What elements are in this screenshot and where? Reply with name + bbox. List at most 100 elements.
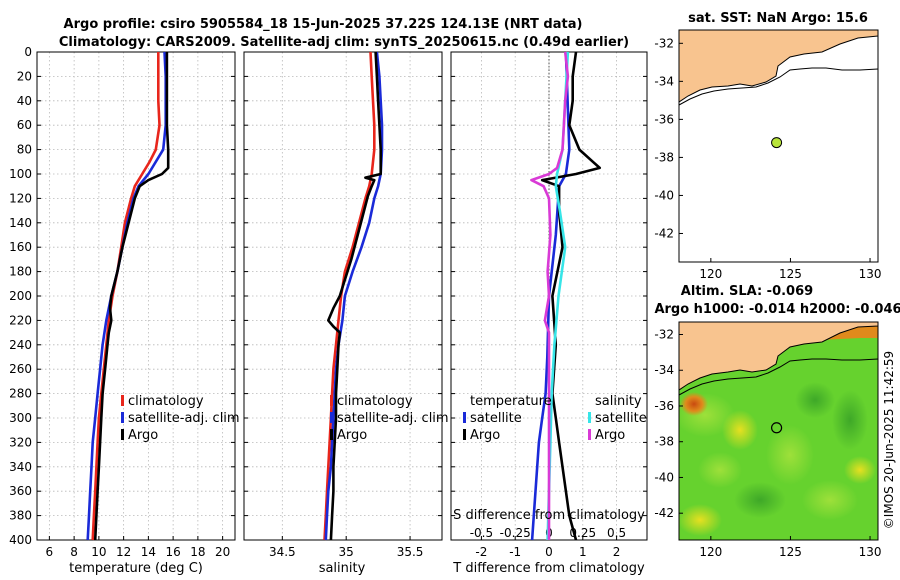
legend-swatch-temperature-satellite xyxy=(463,412,466,423)
y-tick-label: 80 xyxy=(17,143,32,157)
contour-line xyxy=(679,358,878,396)
legend-label-satellite: satellite-adj. clim xyxy=(337,411,449,426)
y-tick-label: 180 xyxy=(9,265,32,279)
series-line-temperature-satellite xyxy=(530,51,571,541)
sla-map-title-line2: Argo h1000: -0.014 h2000: -0.046 xyxy=(654,302,900,317)
map-x-tick-label: 120 xyxy=(699,267,722,281)
legend-swatch-argo xyxy=(330,429,333,440)
y-tick-label: 220 xyxy=(9,313,32,327)
y-tick-label: 300 xyxy=(9,411,32,425)
sla-field xyxy=(679,322,878,540)
map-y-tick-label: -38 xyxy=(654,150,674,164)
legend-label-satellite: satellite-adj. clim xyxy=(128,411,240,426)
x-tick-label: 20 xyxy=(215,545,230,559)
difference-legend: temperature satellite Argo salinity sate… xyxy=(463,394,647,443)
x-tick-label: 16 xyxy=(165,545,180,559)
map-y-tick-label: -36 xyxy=(654,399,674,413)
y-tick-label: 380 xyxy=(9,509,32,523)
salinity-panel: 34.5 35 35.5 salinity climatology satellit… xyxy=(243,51,449,576)
map-y-tick-label: -40 xyxy=(654,188,674,202)
land-mass xyxy=(679,30,878,103)
y-tick-label: 100 xyxy=(9,167,32,181)
legend-swatch-temperature-argo xyxy=(463,429,466,440)
map-x-tick-label: 130 xyxy=(859,267,882,281)
y-tick-label: 160 xyxy=(9,240,32,254)
y-tick-label: 280 xyxy=(9,387,32,401)
legend-label-salinity-argo: Argo xyxy=(595,428,625,443)
x-tick-label: -1 xyxy=(509,545,521,559)
map-x-tick-label: 125 xyxy=(779,267,802,281)
sst-map-title: sat. SST: NaN Argo: 15.6 xyxy=(688,11,868,26)
map-y-tick-label: -42 xyxy=(654,506,674,520)
map-y-tick-label: -34 xyxy=(654,74,674,88)
legend-label-argo: Argo xyxy=(128,428,158,443)
sla-map: Altim. SLA: -0.069 Argo h1000: -0.014 h2… xyxy=(654,284,900,559)
legend-label-argo: Argo xyxy=(337,428,367,443)
x-tick-label: 2 xyxy=(613,545,621,559)
x-top-tick-label: -0.25 xyxy=(500,526,531,540)
x-tick-label: 35 xyxy=(339,545,354,559)
y-tick-label: 240 xyxy=(9,338,32,352)
temperature-panel: 0 20 40 60 80 100 120 140 160 180 200 220 240 260 280 3… xyxy=(9,45,240,576)
salinity-legend: climatology satellite-adj. clim Argo xyxy=(330,394,449,443)
map-y-tick-label: -34 xyxy=(654,363,674,377)
legend-title-temperature: temperature xyxy=(470,394,552,409)
difference-panel: -2 -1 0 1 2-0.5 -0.25 0 0.25 0.5 T difference fr… xyxy=(450,51,648,576)
map-x-tick-label: 130 xyxy=(859,545,882,559)
salinity-xlabel: salinity xyxy=(319,561,366,576)
map-x-tick-label: 120 xyxy=(699,545,722,559)
x-tick-label: 1 xyxy=(579,545,587,559)
land-mass xyxy=(679,322,878,391)
legend-swatch-argo xyxy=(121,429,124,440)
figure-title-line1: Argo profile: csiro 5905584_18 15-Jun-20… xyxy=(64,17,583,32)
difference-xlabel-top: S difference from climatology xyxy=(453,508,645,523)
map-y-tick-label: -32 xyxy=(654,36,674,50)
y-tick-label: 20 xyxy=(17,69,32,83)
map-y-tick-label: -42 xyxy=(654,226,674,240)
sla-map-frame xyxy=(678,321,879,541)
y-tick-label: 140 xyxy=(9,216,32,230)
argo-location-marker xyxy=(771,137,783,149)
legend-label-temperature-argo: Argo xyxy=(470,428,500,443)
sla-map-title-line1: Altim. SLA: -0.069 xyxy=(681,284,813,299)
sst-map-frame xyxy=(678,29,879,263)
temperature-xlabel: temperature (deg C) xyxy=(69,561,203,576)
sst-map: sat. SST: NaN Argo: 15.6 120 125 130 -32 -34… xyxy=(654,11,881,281)
x-top-tick-label: 0.5 xyxy=(607,526,626,540)
argo-location-marker xyxy=(770,422,783,434)
y-tick-label: 0 xyxy=(24,45,32,59)
temperature-legend: climatology satellite-adj. clim Argo xyxy=(121,394,240,443)
series-line-satellite-adj-clim xyxy=(324,51,384,541)
series-line-salinity-argo xyxy=(530,51,570,540)
map-y-tick-label: -40 xyxy=(654,470,674,484)
legend-swatch-climatology xyxy=(121,395,124,406)
y-tick-label: 340 xyxy=(9,460,32,474)
legend-swatch-satellite xyxy=(121,412,124,423)
legend-label-climatology: climatology xyxy=(128,394,204,409)
legend-label-climatology: climatology xyxy=(337,394,413,409)
map-y-tick-label: -36 xyxy=(654,112,674,126)
figure-title-line2: Climatology: CARS2009. Satellite-adj cli… xyxy=(59,35,629,50)
series-line-argo xyxy=(93,52,170,541)
x-tick-label: 18 xyxy=(190,545,205,559)
legend-label-salinity-satellite: satellite xyxy=(595,411,647,426)
x-tick-label: 34.5 xyxy=(269,545,296,559)
y-tick-label: 400 xyxy=(9,533,32,547)
y-tick-label: 200 xyxy=(9,289,32,303)
map-y-tick-label: -38 xyxy=(654,435,674,449)
contour-line xyxy=(679,67,878,106)
legend-title-salinity: salinity xyxy=(595,394,642,409)
legend-label-temperature-satellite: satellite xyxy=(470,411,522,426)
legend-swatch-salinity-argo xyxy=(588,429,591,440)
x-tick-label: 14 xyxy=(141,545,156,559)
x-tick-label: 35.5 xyxy=(397,545,424,559)
y-tick-label: 260 xyxy=(9,362,32,376)
legend-swatch-salinity-satellite xyxy=(588,412,591,423)
x-top-tick-label: -0.5 xyxy=(470,526,493,540)
series-line-argo xyxy=(326,51,383,541)
x-tick-label: 8 xyxy=(70,545,78,559)
y-tick-label: 40 xyxy=(17,94,32,108)
y-tick-label: 120 xyxy=(9,191,32,205)
legend-swatch-satellite xyxy=(330,412,333,423)
